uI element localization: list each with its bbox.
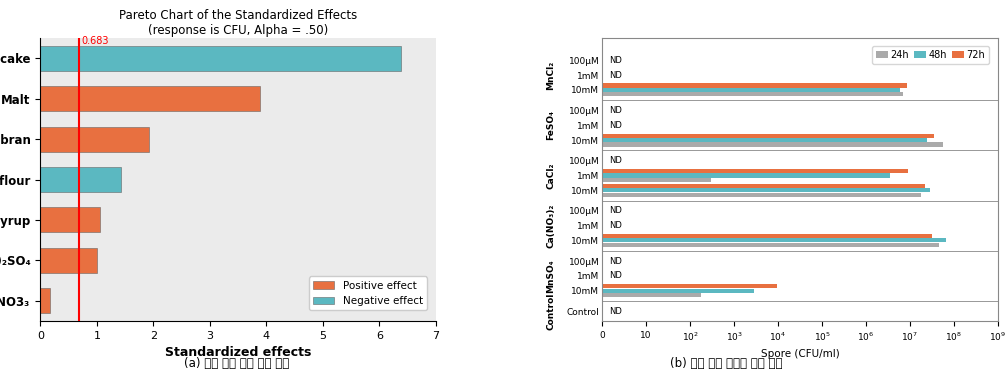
Bar — [40, 207, 100, 232]
Bar — [602, 234, 932, 238]
Bar — [40, 248, 97, 273]
Legend: Positive effect, Negative effect: Positive effect, Negative effect — [309, 277, 426, 310]
Text: ND: ND — [609, 307, 622, 316]
Bar — [602, 83, 907, 87]
Bar — [602, 142, 942, 147]
Bar — [602, 88, 900, 92]
Bar — [602, 193, 921, 197]
Bar — [602, 138, 927, 142]
Text: Ca(NO₃)₂: Ca(NO₃)₂ — [546, 204, 555, 248]
Text: MnCl₂: MnCl₂ — [546, 60, 555, 90]
Text: (a) 대량 배양 배지 요인 선정: (a) 대량 배양 배지 요인 선정 — [184, 357, 289, 370]
Title: Pareto Chart of the Standardized Effects
(response is CFU, Alpha = .50): Pareto Chart of the Standardized Effects… — [119, 9, 357, 37]
Text: ND: ND — [609, 106, 622, 115]
Text: ND: ND — [609, 156, 622, 165]
X-axis label: Standardized effects: Standardized effects — [165, 346, 311, 359]
Bar — [602, 238, 946, 243]
Bar — [602, 243, 938, 247]
Text: CaCl₂: CaCl₂ — [546, 162, 555, 189]
Text: ND: ND — [609, 121, 622, 130]
Text: 0.683: 0.683 — [82, 36, 109, 46]
Text: ND: ND — [609, 257, 622, 265]
Legend: 24h, 48h, 72h: 24h, 48h, 72h — [872, 46, 989, 64]
X-axis label: Spore (CFU/ml): Spore (CFU/ml) — [761, 348, 840, 359]
Text: (b) 혼합 균주 포자화 요인 선정: (b) 혼합 균주 포자화 요인 선정 — [669, 357, 782, 370]
Bar — [602, 173, 890, 178]
Bar — [40, 288, 50, 313]
Bar — [602, 293, 702, 297]
Bar — [40, 86, 260, 111]
Bar — [602, 169, 908, 173]
Bar — [602, 134, 933, 138]
Text: FeSO₄: FeSO₄ — [546, 110, 555, 140]
Text: MnSO₄: MnSO₄ — [546, 259, 555, 293]
Bar — [602, 178, 711, 182]
Text: Control: Control — [546, 293, 555, 330]
Text: ND: ND — [609, 271, 622, 280]
Text: ND: ND — [609, 71, 622, 79]
Bar — [602, 288, 754, 293]
Bar — [602, 188, 929, 192]
Bar — [40, 127, 149, 152]
Text: ND: ND — [609, 56, 622, 65]
Bar — [40, 167, 121, 192]
Bar — [40, 46, 401, 71]
Text: ND: ND — [609, 221, 622, 230]
Bar — [602, 284, 777, 288]
Bar — [602, 184, 925, 188]
Bar — [602, 92, 903, 96]
Text: ND: ND — [609, 206, 622, 215]
